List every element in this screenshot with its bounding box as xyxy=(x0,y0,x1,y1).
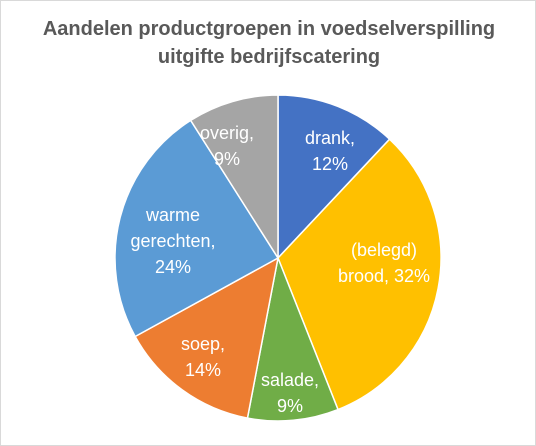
pie-slice xyxy=(277,138,442,411)
pie-slice xyxy=(134,256,280,419)
pie-slice xyxy=(277,94,391,260)
data-label: warme gerechten, 24% xyxy=(130,205,216,277)
data-label: salade, 9% xyxy=(260,370,320,416)
pie-slice xyxy=(114,119,280,338)
data-label: (belegd) brood, 32% xyxy=(337,240,431,286)
pie-slice xyxy=(189,94,279,261)
data-label: soep, 14% xyxy=(180,334,226,380)
pie-slice xyxy=(246,255,339,422)
chart-title: Aandelen productgroepen in voedselverspi… xyxy=(42,18,496,68)
data-label: drank, 12% xyxy=(304,128,356,174)
data-label: overig, 9% xyxy=(199,123,255,169)
